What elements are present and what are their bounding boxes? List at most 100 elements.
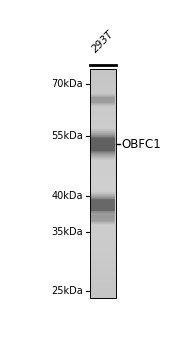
Bar (90, 237, 116, 238)
Bar (90, 203, 116, 204)
Bar (90, 167, 116, 169)
Bar (90, 110, 116, 111)
Bar (90, 95, 116, 97)
Bar (90, 111, 116, 112)
Bar (90, 72, 116, 74)
Bar (90, 128, 116, 130)
Bar (90, 170, 116, 171)
Bar (90, 108, 116, 109)
Bar (90, 287, 116, 288)
Bar (90, 221, 116, 223)
FancyBboxPatch shape (91, 214, 115, 223)
Bar (90, 173, 116, 174)
Bar (90, 126, 116, 127)
Bar (90, 283, 116, 284)
Bar (90, 71, 116, 72)
Bar (90, 123, 116, 124)
Text: OBFC1: OBFC1 (121, 138, 161, 151)
Bar (90, 97, 116, 98)
Bar (90, 122, 116, 123)
Bar (90, 94, 116, 95)
FancyBboxPatch shape (91, 135, 115, 153)
Bar (90, 256, 116, 257)
Text: 55kDa: 55kDa (51, 131, 83, 141)
Bar (90, 138, 116, 139)
Bar (90, 295, 116, 296)
Bar (90, 191, 116, 193)
Bar (90, 125, 116, 126)
Bar (90, 140, 116, 141)
FancyBboxPatch shape (91, 216, 115, 222)
Bar (90, 92, 116, 93)
Bar (90, 171, 116, 172)
Bar (90, 284, 116, 286)
Bar (90, 238, 116, 240)
Bar (90, 84, 116, 85)
Bar (90, 257, 116, 258)
Bar (90, 82, 116, 83)
Bar (90, 240, 116, 241)
Bar (90, 197, 116, 198)
FancyBboxPatch shape (91, 94, 115, 106)
Bar (90, 147, 116, 148)
Bar (90, 193, 116, 194)
FancyBboxPatch shape (91, 96, 115, 104)
Text: 40kDa: 40kDa (52, 191, 83, 201)
Bar (90, 209, 116, 210)
Bar (90, 180, 116, 181)
Bar (90, 142, 116, 144)
Bar (90, 288, 116, 289)
Bar (90, 85, 116, 86)
Bar (90, 219, 116, 220)
Bar (90, 86, 116, 87)
Bar (90, 127, 116, 128)
Bar (90, 211, 116, 212)
Bar (90, 250, 116, 251)
Bar (90, 208, 116, 209)
Bar (90, 268, 116, 270)
Bar (90, 155, 116, 156)
Bar (90, 130, 116, 131)
Bar (90, 230, 116, 232)
Bar (90, 234, 116, 235)
Bar (90, 292, 116, 293)
Bar (90, 242, 116, 243)
Bar (90, 132, 116, 133)
FancyBboxPatch shape (91, 215, 115, 222)
Bar (90, 261, 116, 262)
Bar (90, 93, 116, 94)
Bar (90, 115, 116, 116)
Bar (90, 289, 116, 290)
Bar (90, 201, 116, 202)
Bar (90, 178, 116, 179)
Bar (90, 75, 116, 76)
Bar (90, 116, 116, 117)
Bar (90, 118, 116, 119)
Bar (90, 70, 116, 71)
Bar (90, 181, 116, 182)
Bar (90, 162, 116, 163)
Bar (90, 275, 116, 276)
Text: 25kDa: 25kDa (51, 286, 83, 296)
FancyBboxPatch shape (91, 95, 115, 105)
Bar (90, 212, 116, 213)
Bar (90, 274, 116, 275)
Bar (90, 87, 116, 89)
Bar (90, 296, 116, 297)
Bar (90, 246, 116, 248)
Bar (90, 188, 116, 189)
Bar (90, 131, 116, 132)
FancyBboxPatch shape (91, 138, 115, 152)
Bar (90, 278, 116, 279)
Bar (90, 225, 116, 226)
Bar (90, 179, 116, 180)
Bar (90, 185, 116, 186)
Bar (90, 264, 116, 265)
Bar (90, 153, 116, 154)
Bar (90, 117, 116, 118)
Bar (90, 156, 116, 157)
Bar (90, 235, 116, 236)
Bar (90, 251, 116, 252)
Bar (90, 98, 116, 99)
FancyBboxPatch shape (91, 133, 115, 155)
